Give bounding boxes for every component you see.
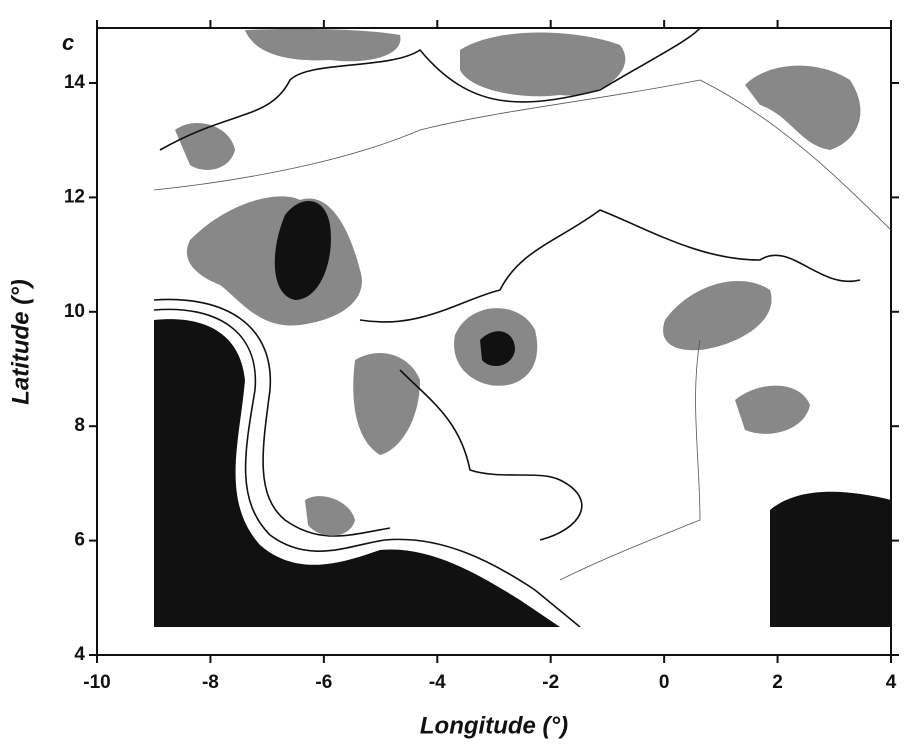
- shaded-blob: [245, 28, 401, 62]
- shaded-blob: [305, 496, 355, 536]
- shaded-blob: [186, 196, 362, 326]
- shaded-blob: [353, 352, 420, 455]
- dark-region: [770, 491, 891, 627]
- dark-region: [154, 319, 560, 627]
- x-tick-label: -8: [202, 672, 219, 693]
- plot-frame: [96, 27, 892, 656]
- shaded-blob: [663, 281, 772, 351]
- x-tick-label: -10: [83, 672, 110, 693]
- contour-field: [154, 28, 891, 627]
- border-line: [154, 79, 891, 231]
- contour-line: [154, 308, 581, 627]
- x-tick-label: -4: [429, 672, 446, 693]
- shaded-blob: [175, 122, 235, 170]
- panel-label: c: [62, 30, 74, 55]
- dark-blob: [480, 331, 515, 366]
- y-tick-label: 12: [64, 186, 85, 207]
- x-tick-label: 4: [886, 672, 897, 693]
- border-line: [559, 339, 701, 581]
- dark-blob: [274, 201, 331, 300]
- x-tick-label: -6: [315, 672, 332, 693]
- shaded-blob: [745, 65, 861, 150]
- y-tick-label: 6: [74, 530, 85, 551]
- x-axis-label: Longitude (°): [420, 712, 568, 739]
- y-tick-label: 10: [64, 301, 85, 322]
- shaded-blob: [735, 385, 810, 434]
- x-tick-label: 0: [659, 672, 670, 693]
- y-tick-label: 8: [74, 415, 85, 436]
- contour-line: [359, 209, 861, 323]
- contour-line: [159, 28, 701, 151]
- x-tick-label: 2: [772, 672, 783, 693]
- x-tick-label: -2: [542, 672, 559, 693]
- contour-line: [399, 369, 583, 541]
- shaded-blob: [460, 32, 626, 97]
- y-tick-label: 4: [74, 644, 85, 665]
- contour-line: [154, 298, 391, 537]
- y-axis-label: Latitude (°): [7, 279, 34, 405]
- y-tick-label: 14: [64, 72, 86, 93]
